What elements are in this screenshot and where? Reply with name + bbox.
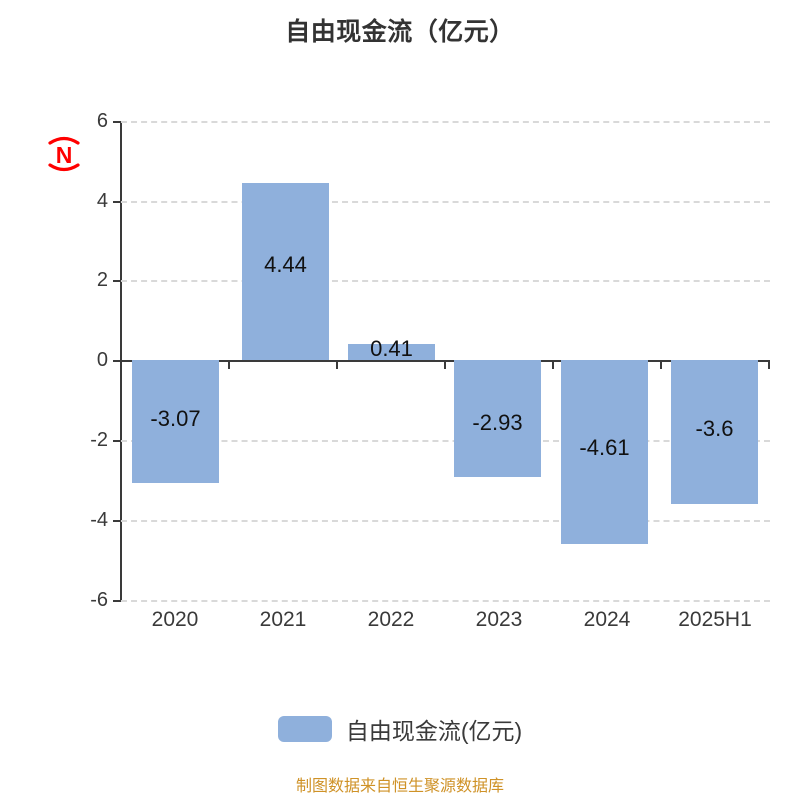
y-axis-label-0: 0 bbox=[96, 349, 108, 371]
gridline-4 bbox=[121, 201, 770, 203]
y-tick-neg6 bbox=[113, 600, 121, 602]
y-tick-2 bbox=[113, 280, 121, 282]
bar-2023[interactable] bbox=[454, 360, 541, 477]
x-tick-4 bbox=[552, 360, 554, 369]
y-tick-neg4 bbox=[113, 520, 121, 522]
y-axis-label-2: 2 bbox=[96, 269, 108, 291]
chart-title: 自由现金流（亿元） bbox=[285, 18, 515, 46]
x-axis-label-2025h1: 2025H1 bbox=[678, 608, 752, 631]
gridline-neg2 bbox=[121, 440, 770, 442]
bar-value-2025h1: -3.6 bbox=[695, 416, 734, 441]
y-axis-label-neg4: -4 bbox=[90, 509, 108, 531]
y-tick-6 bbox=[113, 121, 121, 123]
x-axis-label-2024: 2024 bbox=[583, 608, 631, 631]
x-axis-label-2021: 2021 bbox=[259, 608, 307, 631]
legend-series-label[interactable]: 自由现金流(亿元) bbox=[345, 718, 523, 744]
bar-value-2022: 0.41 bbox=[370, 336, 413, 361]
bar-value-2021: 4.44 bbox=[264, 252, 307, 277]
x-tick-3 bbox=[444, 360, 446, 369]
y-tick-0 bbox=[113, 360, 121, 362]
bar-2021[interactable] bbox=[242, 183, 329, 360]
y-tick-neg2 bbox=[113, 440, 121, 442]
x-axis-label-2023: 2023 bbox=[475, 608, 523, 631]
legend-color-swatch[interactable] bbox=[277, 716, 332, 742]
y-axis-label-neg2: -2 bbox=[90, 429, 108, 451]
gridline-2 bbox=[121, 280, 770, 282]
y-axis-label-4: 4 bbox=[96, 190, 108, 212]
bar-value-2023: -2.93 bbox=[472, 410, 523, 435]
bar-2022[interactable] bbox=[348, 344, 435, 360]
bar-value-2024: -4.61 bbox=[579, 435, 630, 460]
x-tick-5 bbox=[660, 360, 662, 369]
x-tick-1 bbox=[228, 360, 230, 369]
gridline-6 bbox=[121, 121, 770, 123]
watermark-logo-n: N bbox=[44, 132, 84, 176]
data-source-note: 制图数据来自恒生聚源数据库 bbox=[295, 778, 504, 795]
gridline-neg6 bbox=[121, 600, 770, 602]
x-tick-6 bbox=[768, 360, 770, 369]
y-axis-label-neg6: -6 bbox=[90, 589, 108, 611]
chart-legend: 自由现金流(亿元) bbox=[0, 712, 800, 746]
bar-value-2020: -3.07 bbox=[150, 406, 201, 431]
y-tick-4 bbox=[113, 201, 121, 203]
x-axis-label-2022: 2022 bbox=[367, 608, 415, 631]
x-tick-2 bbox=[336, 360, 338, 369]
bar-2024[interactable] bbox=[561, 360, 648, 544]
svg-text:N: N bbox=[56, 142, 73, 168]
bar-2025h1[interactable] bbox=[671, 360, 758, 504]
gridline-neg4 bbox=[121, 520, 770, 522]
x-axis-label-2020: 2020 bbox=[151, 608, 199, 631]
y-axis-label-6: 6 bbox=[96, 110, 108, 132]
bar-2020[interactable] bbox=[132, 360, 219, 483]
